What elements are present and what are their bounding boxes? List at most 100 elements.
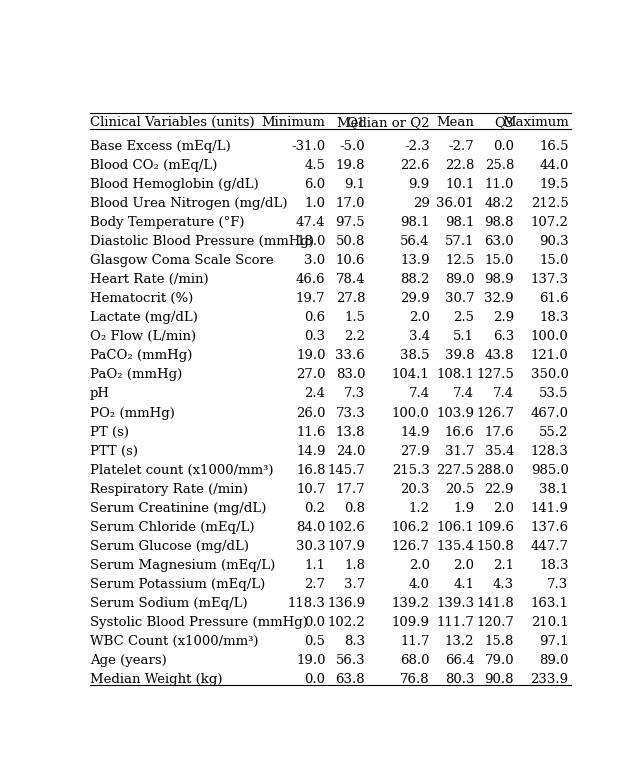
Text: 19.0: 19.0 [296,654,326,667]
Text: 1.5: 1.5 [344,311,365,324]
Text: 47.4: 47.4 [296,216,326,229]
Text: 17.0: 17.0 [336,198,365,210]
Text: 104.1: 104.1 [392,368,429,381]
Text: 0.8: 0.8 [344,502,365,515]
Text: 73.3: 73.3 [335,407,365,419]
Text: 43.8: 43.8 [484,350,514,362]
Text: 107.9: 107.9 [327,540,365,553]
Text: 78.4: 78.4 [336,273,365,286]
Text: 2.1: 2.1 [493,559,514,572]
Text: 7.3: 7.3 [344,388,365,401]
Text: 5.1: 5.1 [453,330,474,344]
Text: Median or Q2: Median or Q2 [337,117,429,130]
Text: 68.0: 68.0 [400,654,429,667]
Text: Q3: Q3 [495,117,514,130]
Text: 137.6: 137.6 [531,520,568,533]
Text: PaO₂ (mmHg): PaO₂ (mmHg) [90,368,182,381]
Text: 0.6: 0.6 [305,311,326,324]
Text: Q1: Q1 [346,117,365,130]
Text: 98.9: 98.9 [484,273,514,286]
Text: 76.8: 76.8 [400,673,429,686]
Text: Age (years): Age (years) [90,654,166,667]
Text: 90.3: 90.3 [539,235,568,249]
Text: 20.3: 20.3 [400,482,429,496]
Text: Platelet count (x1000/mm³): Platelet count (x1000/mm³) [90,463,273,476]
Text: 102.2: 102.2 [328,616,365,628]
Text: 121.0: 121.0 [531,350,568,362]
Text: 18.3: 18.3 [539,311,568,324]
Text: Serum Sodium (mEq/L): Serum Sodium (mEq/L) [90,597,248,610]
Text: pH: pH [90,388,110,401]
Text: Serum Magnesium (mEq/L): Serum Magnesium (mEq/L) [90,559,275,572]
Text: Blood Urea Nitrogen (mg/dL): Blood Urea Nitrogen (mg/dL) [90,198,287,210]
Text: 2.4: 2.4 [305,388,326,401]
Text: Mean: Mean [436,117,474,130]
Text: PTT (s): PTT (s) [90,445,138,458]
Text: 16.8: 16.8 [296,463,326,476]
Text: 2.2: 2.2 [344,330,365,344]
Text: 6.0: 6.0 [305,178,326,191]
Text: 11.6: 11.6 [296,425,326,438]
Text: 25.8: 25.8 [484,159,514,172]
Text: 1.0: 1.0 [305,198,326,210]
Text: 11.7: 11.7 [400,635,429,648]
Text: 29: 29 [413,198,429,210]
Text: 22.8: 22.8 [445,159,474,172]
Text: 0.3: 0.3 [305,330,326,344]
Text: 0.0: 0.0 [305,616,326,628]
Text: 447.7: 447.7 [531,540,568,553]
Text: 3.0: 3.0 [305,254,326,267]
Text: 48.2: 48.2 [484,198,514,210]
Text: 10.6: 10.6 [336,254,365,267]
Text: 19.0: 19.0 [296,350,326,362]
Text: 1.9: 1.9 [453,502,474,515]
Text: 38.1: 38.1 [539,482,568,496]
Text: 24.0: 24.0 [336,445,365,458]
Text: Heart Rate (/min): Heart Rate (/min) [90,273,209,286]
Text: 50.8: 50.8 [336,235,365,249]
Text: 150.8: 150.8 [476,540,514,553]
Text: 106.2: 106.2 [392,520,429,533]
Text: 39.8: 39.8 [445,350,474,362]
Text: 46.6: 46.6 [296,273,326,286]
Text: Glasgow Coma Scale Score: Glasgow Coma Scale Score [90,254,273,267]
Text: 139.2: 139.2 [392,597,429,610]
Text: 0.0: 0.0 [305,673,326,686]
Text: 3.4: 3.4 [408,330,429,344]
Text: 88.2: 88.2 [400,273,429,286]
Text: 4.1: 4.1 [453,577,474,591]
Text: -5.0: -5.0 [340,141,365,153]
Text: 89.0: 89.0 [539,654,568,667]
Text: 80.3: 80.3 [445,673,474,686]
Text: Lactate (mg/dL): Lactate (mg/dL) [90,311,198,324]
Text: 109.6: 109.6 [476,520,514,533]
Text: 55.2: 55.2 [539,425,568,438]
Text: 98.1: 98.1 [445,216,474,229]
Text: 7.4: 7.4 [408,388,429,401]
Text: 20.5: 20.5 [445,482,474,496]
Text: 66.4: 66.4 [445,654,474,667]
Text: 31.7: 31.7 [445,445,474,458]
Text: 3.7: 3.7 [344,577,365,591]
Text: 53.5: 53.5 [539,388,568,401]
Text: 35.4: 35.4 [484,445,514,458]
Text: 13.9: 13.9 [400,254,429,267]
Text: PO₂ (mmHg): PO₂ (mmHg) [90,407,175,419]
Text: 17.7: 17.7 [335,482,365,496]
Text: 2.0: 2.0 [493,502,514,515]
Text: 108.1: 108.1 [436,368,474,381]
Text: 13.2: 13.2 [445,635,474,648]
Text: 2.0: 2.0 [453,559,474,572]
Text: Maximum: Maximum [502,117,568,130]
Text: 33.6: 33.6 [335,350,365,362]
Text: 139.3: 139.3 [436,597,474,610]
Text: 97.5: 97.5 [335,216,365,229]
Text: 11.0: 11.0 [484,178,514,191]
Text: 14.9: 14.9 [400,425,429,438]
Text: 0.0: 0.0 [493,141,514,153]
Text: 13.8: 13.8 [336,425,365,438]
Text: 233.9: 233.9 [531,673,568,686]
Text: 79.0: 79.0 [484,654,514,667]
Text: 22.9: 22.9 [484,482,514,496]
Text: 27.8: 27.8 [336,293,365,306]
